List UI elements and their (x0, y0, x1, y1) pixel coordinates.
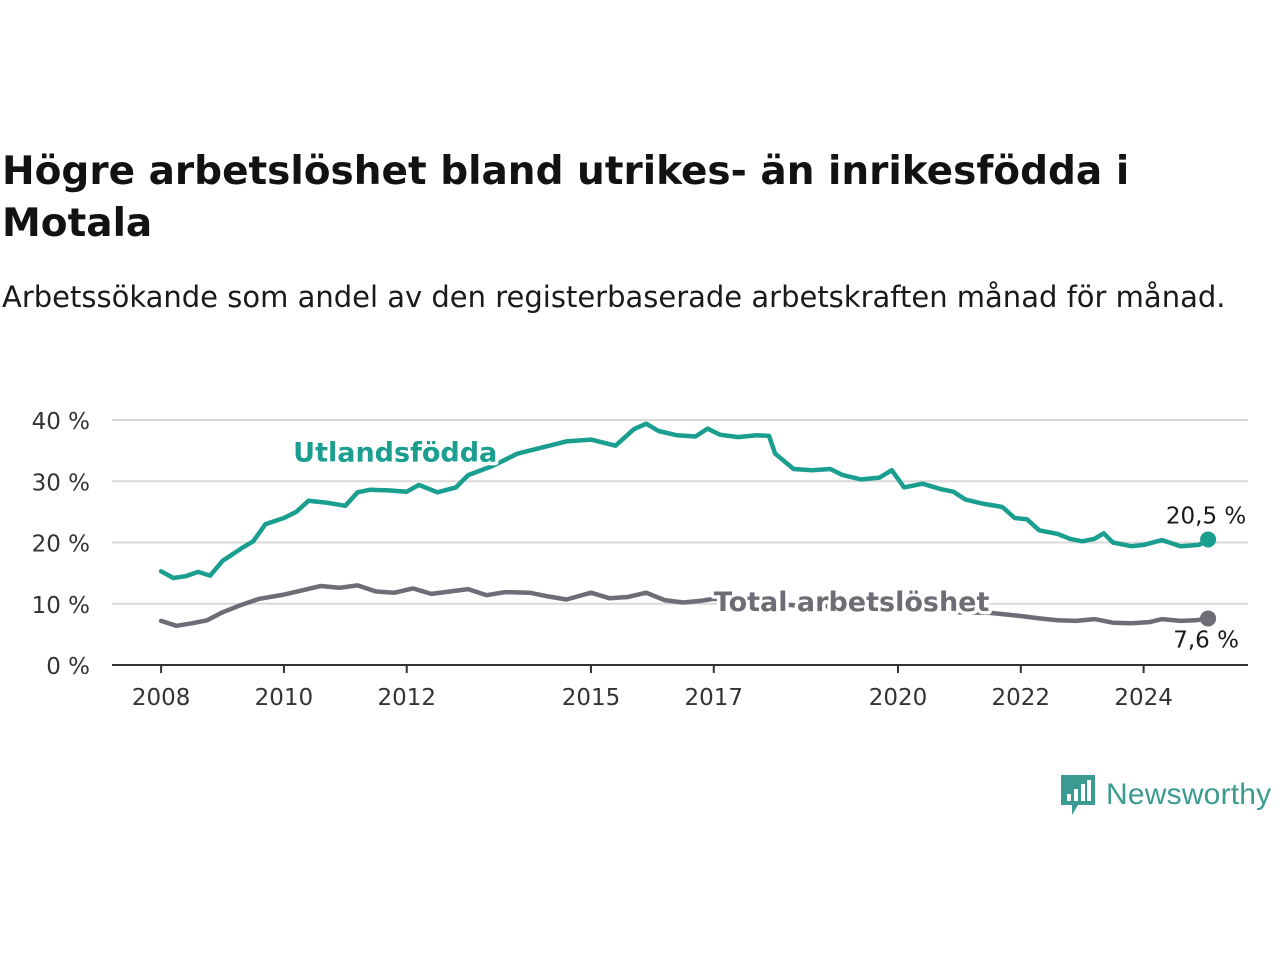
x-tick-label: 2022 (992, 685, 1051, 711)
end-point-marker (1200, 610, 1217, 627)
series-label-total: Total arbetslöshet (714, 587, 990, 618)
line-chart: 0 % 10 % 20 % 30 % 40 % 2008 2010 2012 2015 2017… (32, 409, 1250, 711)
x-tick-label: 2017 (684, 685, 743, 711)
x-tick-label: 2020 (869, 685, 928, 711)
chart-title: Högre arbetslöshet bland utrikes- än inr… (2, 149, 1130, 246)
x-tick-label: 2015 (562, 685, 621, 711)
brand-name: Newsworthy (1106, 778, 1272, 811)
y-tick-label: 20 % (32, 532, 90, 558)
series-line-utlandsfodda (158, 421, 1211, 581)
end-point-marker (1200, 531, 1217, 548)
y-tick-label: 0 % (46, 654, 90, 680)
newsworthy-brand[interactable]: Newsworthy (1058, 772, 1271, 818)
x-tick-label: 2008 (132, 685, 191, 711)
series-lines (158, 421, 1217, 629)
x-tick-label: 2012 (377, 685, 436, 711)
series-label-utlandsfodda: Utlandsfödda (293, 438, 497, 469)
series-line-total (158, 583, 1211, 629)
x-tick-label: 2010 (255, 685, 314, 711)
y-tick-label: 10 % (32, 593, 90, 619)
end-value-label: 20,5 % (1166, 503, 1246, 529)
y-tick-label: 30 % (32, 470, 90, 496)
x-axis: 2008 2010 2012 2015 2017 2020 2022 2024 (112, 664, 1248, 711)
newsworthy-logo-icon (1061, 775, 1095, 815)
y-tick-label: 40 % (32, 409, 90, 435)
chart-subtitle: Arbetssökande som andel av den registerb… (2, 280, 1226, 314)
series-labels: Utlandsfödda Total arbetslöshet 20,5 % 7,6 … (290, 434, 1250, 656)
grid-lines (112, 419, 1248, 605)
y-axis: 0 % 10 % 20 % 30 % 40 % (32, 409, 90, 680)
end-value-label: 7,6 % (1173, 627, 1239, 653)
x-tick-label: 2024 (1114, 685, 1173, 711)
